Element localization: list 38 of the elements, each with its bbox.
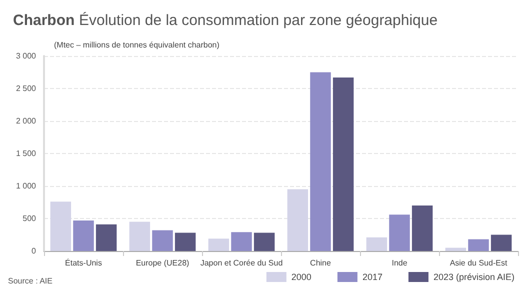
bar <box>310 72 331 251</box>
x-tick-label: Asie du Sud-Est <box>450 258 508 268</box>
bar <box>412 206 433 251</box>
legend-label: 2000 <box>291 272 312 282</box>
chart-subtitle: Évolution de la consommation par zone géographique <box>79 11 438 29</box>
y-tick-label: 0 <box>32 246 37 256</box>
bar <box>73 220 94 251</box>
y-tick-label: 2 000 <box>16 116 37 126</box>
x-tick-label: Japon et Corée du Sud <box>200 258 283 268</box>
bar <box>445 248 466 251</box>
bar <box>50 202 72 251</box>
x-tick-label: Europe (UE28) <box>136 258 190 268</box>
bar <box>174 232 196 251</box>
y-tick-label: 3 000 <box>16 52 37 60</box>
bar <box>129 222 150 251</box>
text: (Mtec – millions de tonnes équivalent charbon) <box>54 40 220 50</box>
y-tick-label: 1 500 <box>16 149 37 158</box>
bar <box>231 232 252 251</box>
chart-title: Charbon <box>13 12 75 29</box>
legend-label: 2017 <box>362 272 382 282</box>
bar <box>208 238 230 251</box>
bar <box>332 77 354 251</box>
bar <box>254 232 275 251</box>
source-note: Source : AIE <box>8 276 52 286</box>
legend-label: 2023 (prévision AIE) <box>433 272 515 282</box>
x-tick-label: Chine <box>310 258 332 268</box>
bar <box>96 224 117 251</box>
x-tick-label: États-Unis <box>65 258 102 268</box>
y-tick-label: 500 <box>22 214 37 223</box>
x-tick-label: Inde <box>392 258 408 268</box>
bar <box>389 214 410 251</box>
bar <box>366 237 388 251</box>
bar <box>287 189 308 251</box>
bar <box>490 234 512 251</box>
y-tick-label: 1 000 <box>16 182 37 190</box>
bar <box>468 239 489 251</box>
y-tick-label: 2 500 <box>16 84 37 93</box>
bar <box>152 230 173 251</box>
